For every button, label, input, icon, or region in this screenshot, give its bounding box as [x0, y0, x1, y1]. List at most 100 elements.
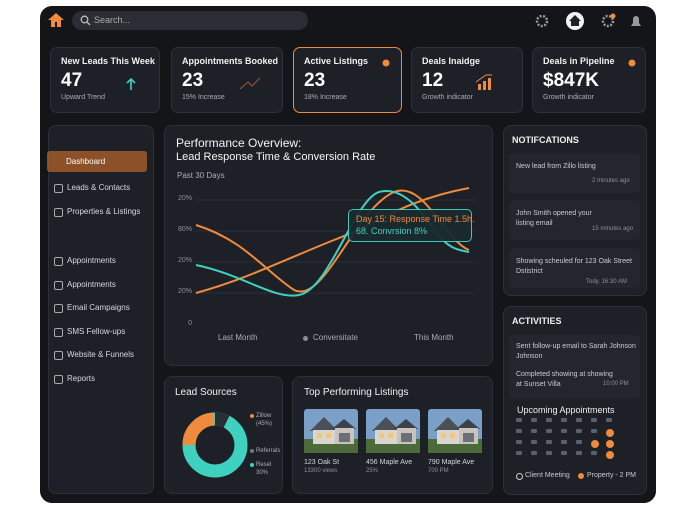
tooltip	[348, 209, 472, 242]
kpi-title: Appointments Booked	[182, 56, 278, 66]
notification-time: 15 minutes ago	[592, 226, 634, 232]
tooltip-line: 68. Convrsion 8%	[356, 226, 428, 236]
kpi-card[interactable]	[50, 47, 160, 113]
listing-address[interactable]: 456 Maple Ave	[366, 459, 413, 466]
performance-title: Performance Overview:	[176, 136, 302, 150]
listing-address[interactable]: 790 Maple Ave	[428, 459, 475, 466]
tooltip-line: Day 15: Response Time 1.5h.	[356, 214, 475, 224]
y-label: 20%	[178, 257, 193, 264]
notification-card[interactable]	[509, 248, 640, 288]
source-dot	[250, 463, 254, 467]
listing-address[interactable]: 123 Oak St	[304, 459, 340, 466]
listing-stat: 700 PM	[428, 468, 449, 474]
activity-text: Completed showing at showing at Sunset V…	[516, 371, 613, 388]
nav-icon[interactable]	[54, 208, 63, 217]
kpi-card[interactable]	[171, 47, 283, 113]
source-dot	[250, 449, 254, 453]
calendar	[516, 418, 614, 459]
notification-text: New lead from Zillo listing	[516, 163, 596, 170]
performance-panel	[164, 125, 493, 366]
kpi-note: 18% Increase	[304, 94, 347, 101]
notification-card[interactable]	[509, 153, 640, 193]
y-label: 20%	[178, 195, 193, 202]
kpi-value: 23	[304, 70, 326, 91]
source-label: Referrals	[256, 448, 281, 454]
nav-icon[interactable]	[54, 281, 63, 290]
kpi-note: Growth indicator	[543, 94, 594, 101]
performance-period: Past 30 Days	[177, 171, 225, 180]
kpi-icons	[126, 59, 636, 90]
nav-icon[interactable]	[54, 328, 63, 337]
performance-subtitle: Lead Response Time & Conversion Rate	[176, 151, 376, 163]
kpi-card[interactable]	[293, 47, 402, 113]
kpi-title: Deals in Pipeline	[543, 56, 615, 66]
nav-item[interactable]: SMS Fellow-ups	[67, 327, 126, 336]
listing-stat: 13300 views	[304, 468, 338, 474]
y-label: 80%	[178, 226, 193, 233]
notification-time: Tody, 16:30 AM	[586, 279, 627, 285]
kpi-value: 23	[182, 70, 204, 91]
top-icons	[535, 12, 641, 30]
nav-item[interactable]: Properties & Listings	[67, 207, 141, 216]
notification-text: John Smith opened your listing email	[516, 210, 592, 227]
legend-dot	[516, 473, 523, 480]
source-label: Zillow (45%)	[256, 413, 273, 427]
lead-sources-title: Lead Sources	[175, 387, 237, 398]
kpi-note: Growth indicator	[422, 94, 473, 101]
legend-dot	[303, 336, 308, 341]
kpi-card[interactable]	[532, 47, 646, 113]
source-dot	[250, 414, 254, 418]
nav-icon[interactable]	[54, 304, 63, 313]
x-label: This Month	[414, 333, 454, 342]
nav-item[interactable]: Email Campaigns	[67, 303, 130, 312]
legend-text: Property - 2 PM	[587, 472, 637, 479]
kpi-value: $847K	[543, 70, 599, 91]
source-label: Resel 30%	[256, 462, 272, 476]
legend-dot	[578, 473, 584, 479]
donut	[182, 412, 248, 478]
y-label: 20%	[178, 288, 193, 295]
search-icon	[80, 15, 91, 26]
nav-icon[interactable]	[54, 375, 63, 384]
nav-icon[interactable]	[54, 351, 63, 360]
activity-time: 10:00 PM	[603, 381, 629, 387]
nav-item[interactable]: Appointments	[67, 280, 116, 289]
sidebar	[48, 125, 154, 494]
notification-text: Showing scheuled for 123 Oak Street Dsti…	[516, 258, 632, 275]
nav-icon[interactable]	[54, 257, 63, 266]
listing-photo[interactable]	[366, 409, 420, 453]
kpi-title: New Leads This Week	[61, 56, 155, 66]
kpi-note: 15% Increase	[182, 94, 225, 101]
kpi-title: Deals Inaidge	[422, 56, 481, 66]
legend-text: Client Meeting	[525, 472, 570, 479]
nav-item[interactable]: Dashboard	[66, 157, 106, 166]
x-label: Last Month	[218, 333, 258, 342]
nav-icon[interactable]	[54, 184, 63, 193]
search-placeholder[interactable]: Search...	[94, 15, 131, 25]
kpi-title: Active Listings	[304, 56, 369, 66]
kpi-value: 47	[61, 70, 83, 91]
nav-item[interactable]: Reports	[67, 374, 96, 383]
listing-photo[interactable]	[428, 409, 482, 453]
active-nav-bg	[47, 151, 147, 172]
activities-title: ACTIVITIES	[512, 316, 562, 326]
nav-item[interactable]: Leads & Contacts	[67, 183, 131, 192]
y-label: 0	[188, 320, 192, 327]
upcoming-title: Upcoming Appointments	[517, 405, 615, 415]
notifications-title: NOTIFCATIONS	[512, 135, 579, 145]
activity-card	[509, 335, 640, 399]
listing-photo[interactable]	[304, 409, 358, 453]
notification-time: 2 minutes ago	[592, 178, 630, 184]
kpi-card[interactable]	[411, 47, 523, 113]
nav-item[interactable]: Website & Funnels	[67, 350, 134, 359]
activity-text: Sent follow-up email to Sarah Johnson Jo…	[516, 343, 636, 360]
notification-card[interactable]	[509, 200, 640, 240]
nav-item[interactable]: Appointments	[67, 256, 116, 265]
performance-lines	[194, 187, 474, 297]
listing-stat: 25%	[366, 468, 379, 474]
search-box[interactable]	[72, 11, 308, 30]
home-icon[interactable]	[47, 12, 65, 28]
kpi-value: 12	[422, 70, 444, 91]
listings-title: Top Performing Listings	[304, 387, 409, 398]
